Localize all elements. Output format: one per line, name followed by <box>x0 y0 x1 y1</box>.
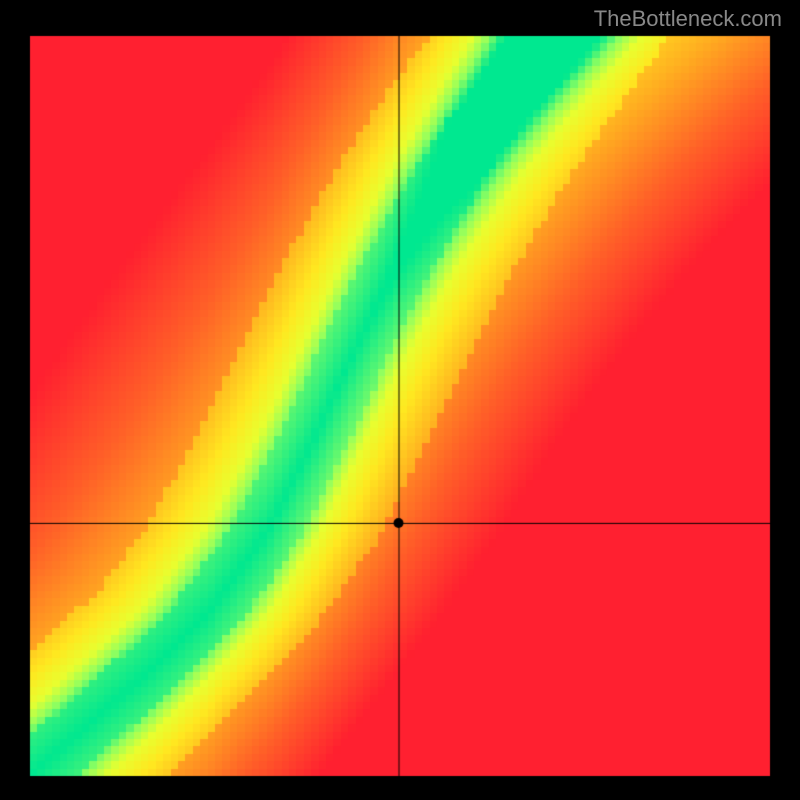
chart-container: TheBottleneck.com <box>0 0 800 800</box>
watermark-text: TheBottleneck.com <box>594 6 782 32</box>
heatmap-canvas <box>0 0 800 800</box>
